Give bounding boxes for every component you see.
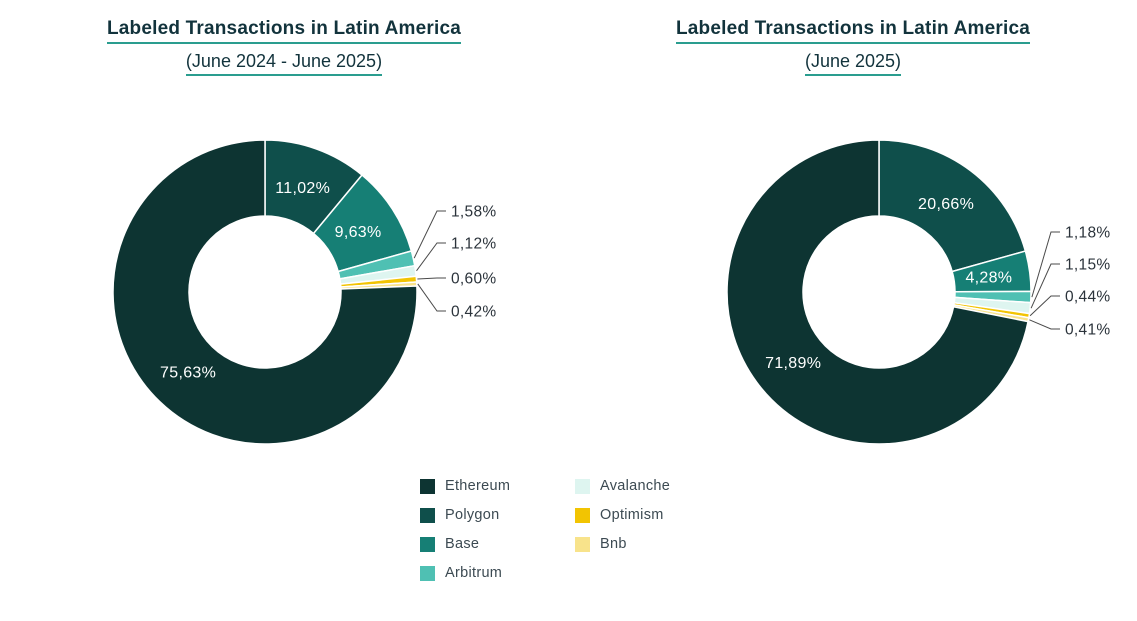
- chart-title-right: Labeled Transactions in Latin America: [675, 18, 1031, 44]
- chart-subtitle-left-wrap: (June 2024 - June 2025): [8, 51, 560, 76]
- callout-line-avalanche: [1030, 263, 1060, 309]
- legend-swatch-polygon: [420, 507, 435, 523]
- pie-slice-ethereum: [726, 139, 1029, 445]
- callout-label-avalanche: 1,12%: [451, 235, 496, 252]
- slice-label-base: 9,63%: [335, 224, 382, 241]
- slice-label-base: 4,28%: [965, 269, 1012, 286]
- legend-label-polygon: Polygon: [445, 507, 500, 523]
- legend-item-polygon: Polygon: [420, 507, 525, 523]
- chart-block-left: Labeled Transactions in Latin America (J…: [8, 18, 560, 490]
- legend-label-avalanche: Avalanche: [600, 478, 671, 494]
- callout-label-bnb: 0,41%: [1065, 321, 1110, 338]
- callout-line-bnb: [1029, 319, 1060, 330]
- legend: Ethereum Polygon Base Arbitrum Avalanche Opti…: [420, 478, 680, 581]
- legend-item-bnb: Bnb: [575, 536, 680, 552]
- callout-line-avalanche: [416, 242, 446, 272]
- pie-slice-polygon: [878, 139, 1027, 273]
- legend-label-arbitrum: Arbitrum: [445, 565, 503, 581]
- legend-label-bnb: Bnb: [600, 536, 627, 552]
- callout-line-optimism: [417, 277, 446, 280]
- chart-subtitle-left: (June 2024 - June 2025): [185, 51, 383, 76]
- callout-label-arbitrum: 1,18%: [1065, 224, 1110, 241]
- chart-title-left-wrap: Labeled Transactions in Latin America: [8, 18, 560, 44]
- chart-title-left: Labeled Transactions in Latin America: [106, 18, 462, 44]
- callout-line-arbitrum: [1031, 231, 1060, 298]
- legend-label-optimism: Optimism: [600, 507, 664, 523]
- legend-swatch-base: [420, 536, 435, 552]
- legend-swatch-optimism: [575, 507, 590, 523]
- legend-label-base: Base: [445, 536, 480, 552]
- slice-label-ethereum: 71,89%: [765, 355, 821, 372]
- callout-label-arbitrum: 1,58%: [451, 203, 496, 220]
- legend-column-1: Ethereum Polygon Base Arbitrum: [420, 478, 525, 581]
- callout-label-bnb: 0,42%: [451, 303, 496, 320]
- chart-subtitle-right-wrap: (June 2025): [577, 51, 1129, 76]
- callout-line-bnb: [417, 283, 446, 312]
- legend-item-base: Base: [420, 536, 525, 552]
- callout-line-optimism: [1029, 295, 1060, 317]
- callout-label-avalanche: 1,15%: [1065, 256, 1110, 273]
- legend-item-optimism: Optimism: [575, 507, 680, 523]
- callout-label-optimism: 0,44%: [1065, 288, 1110, 305]
- donut-chart-right: 20,66% 4,28% 71,89% 1,18% 1,15% 0,44% 0,41%: [726, 139, 1110, 445]
- callout-label-optimism: 0,60%: [451, 270, 496, 287]
- callout-line-arbitrum: [413, 210, 446, 259]
- legend-swatch-arbitrum: [420, 565, 435, 581]
- chart-title-right-wrap: Labeled Transactions in Latin America: [577, 18, 1129, 44]
- legend-column-2: Avalanche Optimism Bnb: [575, 478, 680, 581]
- legend-item-arbitrum: Arbitrum: [420, 565, 525, 581]
- legend-label-ethereum: Ethereum: [445, 478, 511, 494]
- legend-item-avalanche: Avalanche: [575, 478, 680, 494]
- chart-subtitle-right: (June 2025): [804, 51, 902, 76]
- legend-swatch-bnb: [575, 536, 590, 552]
- slice-label-polygon: 20,66%: [918, 196, 974, 213]
- chart-block-right: Labeled Transactions in Latin America (J…: [577, 18, 1129, 490]
- slice-label-polygon: 11,02%: [275, 180, 330, 197]
- donut-chart-left: 11,02% 9,63% 75,63% 1,58% 1,12% 0,60% 0,42%: [112, 139, 496, 445]
- legend-swatch-avalanche: [575, 478, 590, 494]
- legend-swatch-ethereum: [420, 478, 435, 494]
- slice-label-ethereum: 75,63%: [160, 365, 216, 382]
- legend-item-ethereum: Ethereum: [420, 478, 525, 494]
- pie-slice-ethereum: [112, 139, 418, 445]
